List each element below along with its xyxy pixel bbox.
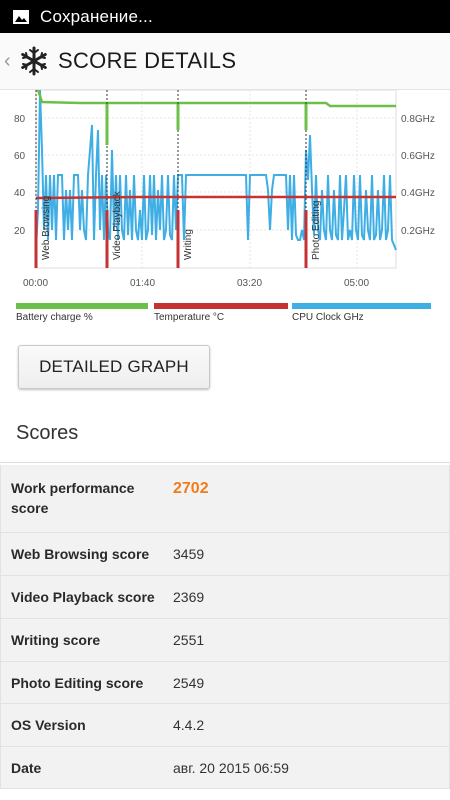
- score-label: Writing score: [11, 632, 101, 648]
- score-value: авг. 20 2015 06:59: [173, 760, 289, 776]
- y-left-tick: 60: [14, 151, 26, 162]
- y-right-tick: 0.8GHz: [401, 114, 435, 125]
- score-label: Photo Editing score: [11, 675, 144, 691]
- score-label: Work performance score: [11, 480, 135, 516]
- score-label: Date: [11, 760, 42, 776]
- score-value: 2702: [173, 480, 209, 497]
- x-tick: 00:00: [23, 278, 48, 289]
- score-label: Video Playback score: [11, 589, 155, 605]
- status-text: Сохранение...: [40, 6, 153, 26]
- legend-label: Temperature °C: [154, 312, 225, 323]
- score-label: OS Version: [11, 717, 86, 733]
- y-left-tick: 20: [14, 226, 26, 237]
- y-left-tick: 80: [14, 114, 26, 125]
- legend-cpu-clock: CPU Clock GHz: [292, 303, 431, 323]
- content-area: 20 40 60 80 0.2GHz 0.4GHz 0.6GHz 0.8GHz …: [0, 88, 450, 800]
- divider: [0, 462, 450, 463]
- x-tick: 03:20: [237, 278, 262, 289]
- detailed-graph-button[interactable]: DETAILED GRAPH: [18, 345, 210, 389]
- temperature-line: [35, 195, 396, 200]
- score-value: 2551: [173, 632, 205, 648]
- table-row: Photo Editing score 2549: [0, 662, 450, 704]
- legend-swatch: [292, 303, 431, 309]
- score-value: 2369: [173, 589, 205, 605]
- legend-temperature: Temperature °C: [154, 303, 288, 323]
- phase-label: Web Browsing: [41, 196, 52, 260]
- performance-chart: 20 40 60 80 0.2GHz 0.4GHz 0.6GHz 0.8GHz …: [0, 88, 450, 300]
- x-tick: 05:00: [344, 278, 369, 289]
- chart-legend: Battery charge % Temperature °C CPU Cloc…: [0, 300, 450, 324]
- legend-label: CPU Clock GHz: [292, 312, 364, 323]
- y-right-tick: 0.4GHz: [401, 188, 435, 199]
- table-row: Work performance score 2702: [0, 465, 450, 533]
- status-bar: Сохранение...: [0, 0, 450, 33]
- score-value: 2549: [173, 675, 205, 691]
- snowflake-logo-icon[interactable]: [18, 45, 50, 77]
- image-icon: [12, 9, 30, 25]
- legend-swatch: [154, 303, 288, 309]
- y-right-tick: 0.6GHz: [401, 151, 435, 162]
- table-row: Writing score 2551: [0, 619, 450, 662]
- table-row: OS Version 4.4.2: [0, 704, 450, 747]
- table-row: Video Playback score 2369: [0, 576, 450, 619]
- battery-line: [36, 88, 396, 108]
- cpu-clock-line: [35, 89, 397, 251]
- score-value: 3459: [173, 546, 205, 562]
- back-chevron-icon[interactable]: ‹: [4, 49, 11, 72]
- score-label: Web Browsing score: [11, 546, 150, 562]
- scores-heading: Scores: [16, 422, 79, 444]
- phase-label: Writing: [183, 229, 194, 260]
- table-row: Date авг. 20 2015 06:59: [0, 747, 450, 789]
- legend-swatch: [16, 303, 148, 309]
- y-left-tick: 40: [14, 188, 26, 199]
- table-row: Web Browsing score 3459: [0, 533, 450, 576]
- legend-battery: Battery charge %: [16, 303, 148, 323]
- action-bar: ‹ SCORE DETAILS: [0, 33, 450, 90]
- x-tick: 01:40: [130, 278, 155, 289]
- y-right-tick: 0.2GHz: [401, 226, 435, 237]
- score-value: 4.4.2: [173, 717, 205, 733]
- phase-label: Photo Editing: [311, 201, 322, 261]
- scores-table: Work performance score 2702 Web Browsing…: [0, 465, 450, 789]
- legend-label: Battery charge %: [16, 312, 93, 323]
- phase-label: Video Playback: [112, 190, 123, 260]
- screen-title: SCORE DETAILS: [58, 48, 237, 73]
